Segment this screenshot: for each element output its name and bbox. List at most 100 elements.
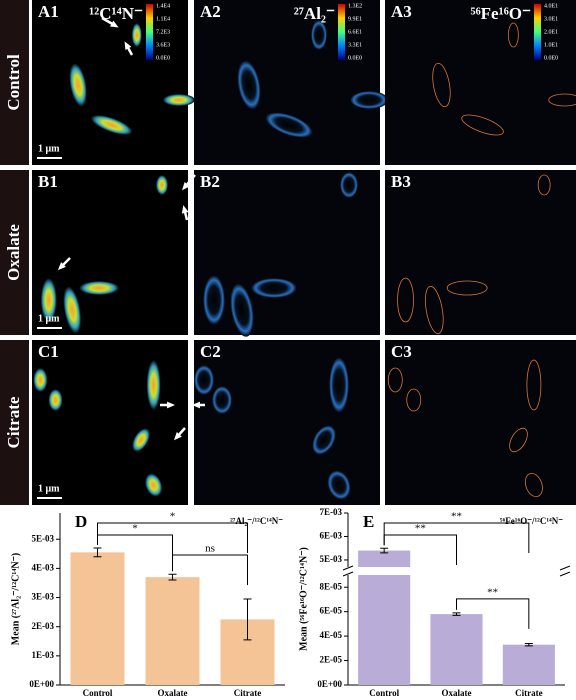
significance-label: ** bbox=[487, 586, 498, 598]
significance-bracket bbox=[172, 554, 248, 585]
panel-label: A2 bbox=[200, 2, 221, 21]
axis-break bbox=[559, 571, 571, 577]
colorbar-tick-label: 1.1E4 bbox=[156, 16, 170, 22]
significance-bracket bbox=[383, 522, 530, 553]
arrow-head bbox=[192, 401, 200, 409]
y-axis-label: Mean (²⁷Al₂⁻/¹²C¹⁴N⁻) bbox=[10, 553, 21, 645]
bar-break bbox=[357, 567, 412, 575]
row-label: Citrate bbox=[4, 396, 23, 448]
panel-label: C3 bbox=[391, 342, 412, 361]
colorbar bbox=[534, 4, 541, 60]
y-tick-label: 4E-05 bbox=[320, 630, 343, 640]
colorbar-tick-label: 9.9E1 bbox=[348, 16, 362, 22]
colorbar-tick-label: 0.0E0 bbox=[544, 55, 558, 61]
colorbar-tick-label: 3.3E1 bbox=[348, 42, 362, 48]
cell-outline bbox=[406, 388, 422, 412]
y-tick-label: 6E-05 bbox=[320, 606, 343, 616]
row-label: Oxalate bbox=[4, 224, 23, 281]
error-bar bbox=[452, 612, 461, 616]
y-tick-label: 6E-03 bbox=[320, 531, 343, 541]
cell bbox=[251, 278, 297, 298]
y-tick-label: 4E-03 bbox=[32, 562, 55, 572]
significance-bracket bbox=[456, 598, 530, 629]
significance-label: * bbox=[132, 523, 138, 535]
colorbar-tick-label: 6.6E1 bbox=[348, 29, 362, 35]
image-panel bbox=[385, 340, 576, 505]
image-panel bbox=[194, 0, 380, 165]
cell-outline bbox=[509, 427, 528, 453]
cell bbox=[312, 425, 336, 455]
image-panel bbox=[32, 340, 188, 505]
error-bar bbox=[524, 642, 533, 647]
colorbar bbox=[146, 4, 153, 60]
cell bbox=[350, 91, 388, 109]
cell bbox=[69, 63, 87, 107]
row-label: Control bbox=[4, 54, 23, 111]
colorbar bbox=[338, 4, 345, 60]
x-tick-label: Control bbox=[369, 688, 399, 698]
significance-label: ns bbox=[205, 543, 215, 555]
significance-bracket bbox=[97, 522, 248, 553]
arrow-head bbox=[181, 205, 189, 214]
x-tick-label: Oxalate bbox=[158, 688, 188, 698]
error-bar bbox=[380, 547, 389, 554]
cell-outline bbox=[526, 359, 542, 411]
cell bbox=[203, 275, 225, 325]
panel-label: B1 bbox=[38, 172, 58, 191]
colorbar-tick-label: 3.0E1 bbox=[544, 16, 558, 22]
significance-label: * bbox=[170, 511, 176, 523]
cell-outline bbox=[537, 174, 551, 196]
cell bbox=[212, 386, 232, 414]
scale-bar-label: 1 μm bbox=[38, 313, 60, 324]
y-tick-label: 3E-03 bbox=[32, 592, 55, 602]
significance-label: ** bbox=[415, 523, 426, 535]
cell bbox=[329, 357, 349, 413]
cell bbox=[194, 365, 214, 395]
cell-outline bbox=[387, 367, 403, 393]
y-tick-label: 1E-03 bbox=[32, 650, 55, 660]
image-panel bbox=[32, 0, 188, 165]
error-bar bbox=[168, 573, 177, 581]
colorbar-tick-label: 0.0E0 bbox=[156, 55, 170, 61]
bar bbox=[430, 614, 483, 685]
scale-bar-label: 1 μm bbox=[38, 483, 60, 494]
image-panel bbox=[194, 340, 380, 505]
cell bbox=[156, 175, 168, 195]
y-tick-label: 5E-03 bbox=[32, 533, 55, 543]
colorbar-tick-label: 7.2E3 bbox=[156, 29, 170, 35]
image-panel bbox=[385, 0, 576, 165]
cell bbox=[237, 60, 261, 110]
y-tick-label: 2E-03 bbox=[32, 621, 55, 631]
image-panel bbox=[385, 170, 576, 335]
colorbar-tick-label: 1.3E2 bbox=[348, 3, 362, 9]
cell bbox=[311, 20, 327, 50]
bar bbox=[145, 577, 200, 685]
chart-title: ²⁷Al₂⁻/¹²C¹⁴N⁻ bbox=[230, 516, 283, 526]
row-strip bbox=[0, 170, 29, 335]
panel-label: B2 bbox=[200, 172, 220, 191]
colorbar-tick-label: 4.0E1 bbox=[544, 3, 558, 9]
bar bbox=[70, 552, 125, 685]
cell bbox=[132, 428, 150, 452]
cell bbox=[340, 172, 358, 198]
cell-outline bbox=[446, 280, 488, 296]
cell-outline bbox=[432, 62, 451, 108]
panel-label: B3 bbox=[391, 172, 411, 191]
y-tick-label: 5E-03 bbox=[320, 554, 343, 564]
cell-outline bbox=[397, 277, 414, 323]
y-tick-label: 8E-05 bbox=[320, 581, 343, 591]
colorbar-tick-label: 3.6E3 bbox=[156, 42, 170, 48]
panel-label: A3 bbox=[391, 2, 412, 21]
cell bbox=[146, 360, 161, 410]
x-tick-label: Oxalate bbox=[442, 688, 472, 698]
error-bar bbox=[93, 547, 102, 558]
cell bbox=[265, 112, 313, 138]
cell-outline bbox=[424, 285, 444, 335]
row-strip bbox=[0, 0, 29, 165]
cell bbox=[33, 368, 48, 392]
chart-panel-label: D bbox=[75, 512, 87, 531]
cell-outline bbox=[507, 22, 519, 48]
panel-label: A1 bbox=[38, 2, 59, 21]
colorbar-tick-label: 0.0E0 bbox=[348, 55, 362, 61]
arrow-head bbox=[182, 182, 190, 191]
